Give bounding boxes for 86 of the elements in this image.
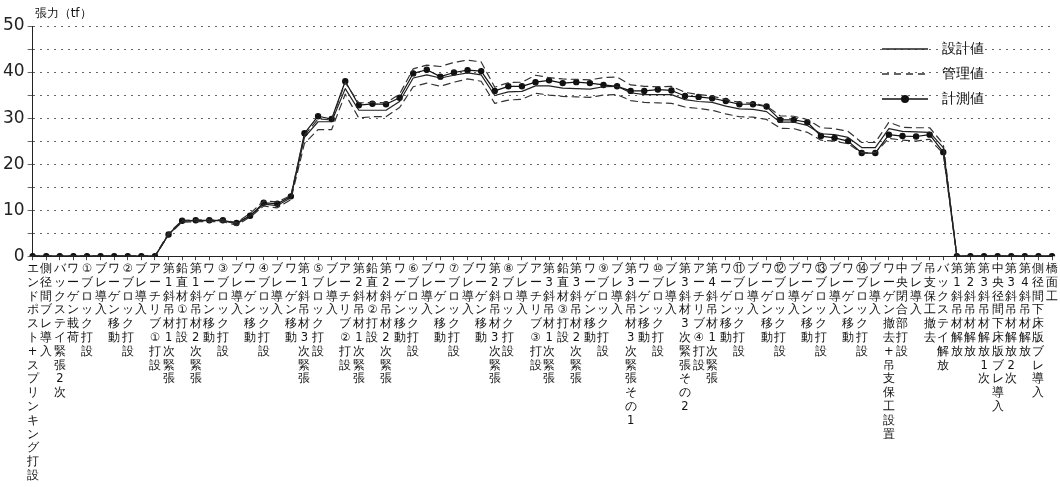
x-tick-label: バックステイ解放: [936, 261, 951, 372]
x-tick-label: ③ブロック打設: [215, 261, 230, 358]
x-tick-label: ブレ導入: [611, 261, 625, 317]
x-tick-label: ブレ導入: [787, 261, 801, 317]
y-tick-label: 20: [2, 152, 25, 173]
x-tick-label: ブレ導入: [665, 261, 679, 317]
category-label: 第3斜材3次緊張その2: [679, 261, 692, 414]
x-tick-label: 吊支保工撤去: [923, 261, 936, 345]
x-tick-label: 鉛直材②打設: [365, 261, 379, 345]
x-tick-label: 橋面工: [1046, 261, 1058, 303]
category-label: 側径間下床版ブレ導入: [1032, 261, 1045, 400]
x-tick-label: 中央閉合部打設: [895, 261, 909, 358]
x-tick-label: ブレ導入: [910, 261, 924, 317]
x-tick-label: ワーゲン移動: [434, 261, 448, 345]
x-tick-label: アーチリブ③打設: [528, 261, 543, 372]
x-tick-label: ⑥ブロック打設: [406, 261, 421, 358]
x-tick-label: ブレ導入: [461, 261, 475, 317]
x-tick-label: ⑦ブロック打設: [446, 261, 461, 358]
x-tick-label: 鉛直材③打設: [555, 261, 569, 345]
x-tick-label: ブレ導入: [828, 261, 842, 317]
category-label: 第4斜吊材1次緊張: [706, 261, 719, 386]
category-label: ワーゲン撤去+吊支保工設置: [882, 261, 895, 441]
y-tick-label: 0: [13, 244, 25, 265]
x-tick-label: ブレ導入: [420, 261, 434, 317]
x-tick-label: ワーゲン移動: [244, 261, 258, 345]
x-tick-label: ワーゲン移動: [393, 261, 407, 345]
category-label: 第2斜吊材2次緊張: [380, 261, 393, 386]
category-label: 第1斜吊材1次緊張: [162, 261, 175, 386]
category-label: 第3斜吊材3次緊張その1: [624, 261, 637, 427]
x-tick-label: ブレ導入: [325, 261, 339, 317]
y-tick-label: 50: [2, 14, 25, 35]
x-tick-label: ④ブロック打設: [256, 261, 271, 358]
category-label: 中央径間下床版ブレ導入: [991, 261, 1004, 414]
legend-label: 設計値: [942, 39, 984, 58]
x-tick-label: ワーゲン移動: [108, 261, 122, 345]
x-tick-label: ②ブロック打設: [120, 261, 135, 358]
x-tick-label: 鉛直材①打設: [175, 261, 189, 345]
x-tick-label: ブレ導入: [230, 261, 244, 317]
x-tick-label: ⑭ブロック打設: [854, 261, 869, 358]
x-tick-label: ワーゲン移動: [638, 261, 652, 345]
category-label: バックステイ緊張2次: [53, 261, 66, 400]
category-label: エンドポスト+スプリンキング打設: [26, 261, 39, 483]
x-tick-label: ⑫ブロック打設: [773, 261, 788, 358]
x-tick-label: ワーゲン移動: [203, 261, 217, 345]
x-tick-label: ⑩ブロック打設: [650, 261, 665, 358]
x-tick-label: ⑬ブロック打設: [813, 261, 828, 358]
x-tick-label: ①ブロック打設: [80, 261, 94, 358]
x-tick-label: 第2斜吊材解放: [963, 261, 977, 358]
legend-label: 管理値: [942, 64, 984, 83]
category-label: 第1斜吊材3次緊張: [298, 261, 311, 386]
x-tick-label: ⑧ブロック打設: [501, 261, 516, 358]
x-tick-label: ワーゲン移動: [475, 261, 489, 345]
y-tick-label: 10: [2, 198, 25, 219]
x-tick-label: 第4斜吊材解放: [1017, 261, 1031, 358]
x-tick-label: 側径間ブレ導入: [40, 261, 54, 358]
x-tick-label: ワーゲン移動: [719, 261, 733, 345]
category-label: 第2斜吊材3次緊張: [488, 261, 501, 386]
legend-label: 計測値: [942, 89, 984, 108]
x-tick-label: ⑨ブロック打設: [596, 261, 611, 358]
category-label: 第3斜吊材解放1次: [978, 261, 991, 386]
y-tick-label: 30: [2, 106, 25, 127]
category-label: 第1斜吊材2次緊張: [189, 261, 202, 386]
y-tick-label: 40: [2, 60, 25, 81]
x-tick-label: ワーゲン載荷: [67, 261, 81, 345]
category-label: 第3斜吊材2次緊張: [570, 261, 583, 386]
category-label: 第3斜吊材解放2次: [1005, 261, 1018, 386]
x-tick-label: アーチリブ①打設: [147, 261, 162, 372]
x-tick-label: ワーゲン移動: [760, 261, 774, 345]
category-label: 第2斜吊材1次緊張: [352, 261, 365, 386]
x-tick-label: ワーゲン移動: [284, 261, 298, 345]
x-tick-label: ブレ導入: [271, 261, 285, 317]
x-tick-label: ブレ導入: [746, 261, 760, 317]
x-tick-label: ⑪ブロック打設: [732, 261, 747, 358]
y-axis-title: 張力（tf）: [34, 6, 92, 21]
x-tick-label: ワーゲン移動: [583, 261, 597, 345]
category-label: 第3斜吊材1次緊張: [543, 261, 556, 386]
x-tick-label: ブレ導入: [135, 261, 149, 317]
x-tick-label: 第1斜吊材解放: [949, 261, 963, 358]
x-tick-label: ⑤ブロック打設: [311, 261, 326, 358]
x-tick-label: ブレ導入: [869, 261, 883, 317]
x-tick-label: アーチリブ②打設: [338, 261, 353, 372]
x-tick-label: ブレ導入: [515, 261, 529, 317]
x-tick-label: ワーゲン移動: [801, 261, 815, 345]
x-tick-label: ワーゲン移動: [842, 261, 856, 345]
x-tick-label: アーチリブ④打設: [691, 261, 706, 372]
x-tick-label: ブレ導入: [94, 261, 108, 317]
